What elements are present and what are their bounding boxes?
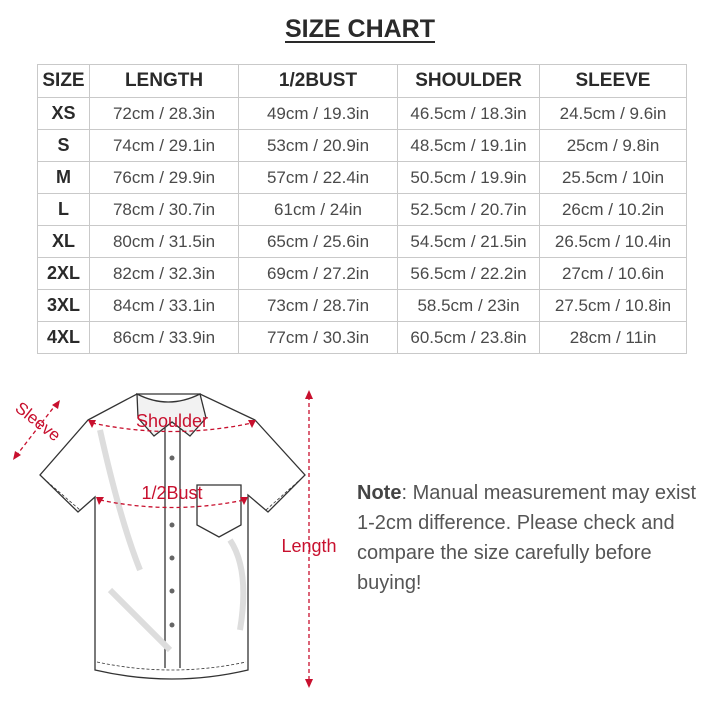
length-cell: 76cm / 29.9in bbox=[89, 161, 239, 194]
page-title: SIZE CHART bbox=[285, 15, 435, 43]
bust-cell: 77cm / 30.3in bbox=[238, 321, 398, 354]
shoulder-label: Shoulder bbox=[136, 411, 208, 431]
table-header-row: SIZE LENGTH 1/2BUST SHOULDER SLEEVE bbox=[37, 64, 687, 98]
shoulder-cell: 60.5cm / 23.8in bbox=[397, 321, 540, 354]
size-table: SIZE LENGTH 1/2BUST SHOULDER SLEEVE XS 72… bbox=[37, 64, 687, 354]
length-cell: 82cm / 32.3in bbox=[89, 257, 239, 290]
size-cell: 2XL bbox=[37, 257, 90, 290]
table-row: 2XL 82cm / 32.3in 69cm / 27.2in 56.5cm / 22… bbox=[37, 257, 687, 290]
length-cell: 78cm / 30.7in bbox=[89, 193, 239, 226]
shoulder-line bbox=[91, 422, 253, 433]
header-size: SIZE bbox=[37, 64, 90, 98]
shoulder-cell: 48.5cm / 19.1in bbox=[397, 129, 540, 162]
shoulder-cell: 52.5cm / 20.7in bbox=[397, 193, 540, 226]
sleeve-cell: 28cm / 11in bbox=[539, 321, 687, 354]
header-shoulder: SHOULDER bbox=[397, 64, 540, 98]
table-row: M 76cm / 29.9in 57cm / 22.4in 50.5cm / 19.9… bbox=[37, 161, 687, 194]
size-cell: XS bbox=[37, 97, 90, 130]
table-row: XL 80cm / 31.5in 65cm / 25.6in 54.5cm / 21.… bbox=[37, 225, 687, 258]
sleeve-cell: 26.5cm / 10.4in bbox=[539, 225, 687, 258]
sleeve-cell: 25cm / 9.8in bbox=[539, 129, 687, 162]
length-label: Length bbox=[281, 536, 336, 556]
header-bust: 1/2BUST bbox=[238, 64, 398, 98]
bust-cell: 73cm / 28.7in bbox=[238, 289, 398, 322]
note-text: Note: Manual measurement may exist 1-2cm… bbox=[357, 478, 697, 598]
arrow-icons bbox=[13, 390, 313, 688]
table-row: S 74cm / 29.1in 53cm / 20.9in 48.5cm / 19.1… bbox=[37, 129, 687, 162]
size-cell: S bbox=[37, 129, 90, 162]
size-cell: M bbox=[37, 161, 90, 194]
note-label: Note bbox=[357, 482, 402, 504]
bust-cell: 53cm / 20.9in bbox=[238, 129, 398, 162]
table-row: L 78cm / 30.7in 61cm / 24in 52.5cm / 20.7in… bbox=[37, 193, 687, 226]
size-cell: XL bbox=[37, 225, 90, 258]
shoulder-cell: 50.5cm / 19.9in bbox=[397, 161, 540, 194]
bust-cell: 61cm / 24in bbox=[238, 193, 398, 226]
bust-cell: 49cm / 19.3in bbox=[238, 97, 398, 130]
shoulder-cell: 54.5cm / 21.5in bbox=[397, 225, 540, 258]
header-sleeve: SLEEVE bbox=[539, 64, 687, 98]
sleeve-cell: 24.5cm / 9.6in bbox=[539, 97, 687, 130]
length-cell: 74cm / 29.1in bbox=[89, 129, 239, 162]
bust-cell: 57cm / 22.4in bbox=[238, 161, 398, 194]
bust-cell: 65cm / 25.6in bbox=[238, 225, 398, 258]
sleeve-cell: 27cm / 10.6in bbox=[539, 257, 687, 290]
shoulder-cell: 58.5cm / 23in bbox=[397, 289, 540, 322]
shirt-icon bbox=[39, 392, 306, 680]
length-cell: 84cm / 33.1in bbox=[89, 289, 239, 322]
shoulder-cell: 56.5cm / 22.2in bbox=[397, 257, 540, 290]
bust-cell: 69cm / 27.2in bbox=[238, 257, 398, 290]
table-row: 3XL 84cm / 33.1in 73cm / 28.7in 58.5cm / 23… bbox=[37, 289, 687, 322]
size-cell: 4XL bbox=[37, 321, 90, 354]
length-cell: 80cm / 31.5in bbox=[89, 225, 239, 258]
table-row: XS 72cm / 28.3in 49cm / 19.3in 46.5cm / 18.… bbox=[37, 97, 687, 130]
bust-label: 1/2Bust bbox=[141, 483, 202, 503]
shoulder-cell: 46.5cm / 18.3in bbox=[397, 97, 540, 130]
header-length: LENGTH bbox=[89, 64, 239, 98]
shirt-diagram: Shoulder 1/2Bust Length Sleeve bbox=[12, 390, 337, 688]
sleeve-cell: 26cm / 10.2in bbox=[539, 193, 687, 226]
button-icons bbox=[169, 455, 175, 628]
length-cell: 72cm / 28.3in bbox=[89, 97, 239, 130]
note-body: : Manual measurement may exist 1-2cm dif… bbox=[357, 482, 697, 594]
length-cell: 86cm / 33.9in bbox=[89, 321, 239, 354]
sleeve-cell: 25.5cm / 10in bbox=[539, 161, 687, 194]
sleeve-cell: 27.5cm / 10.8in bbox=[539, 289, 687, 322]
size-cell: 3XL bbox=[37, 289, 90, 322]
table-row: 4XL 86cm / 33.9in 77cm / 30.3in 60.5cm / 23… bbox=[37, 321, 687, 354]
size-cell: L bbox=[37, 193, 90, 226]
bust-line bbox=[99, 499, 245, 509]
measure-lines bbox=[15, 396, 310, 683]
